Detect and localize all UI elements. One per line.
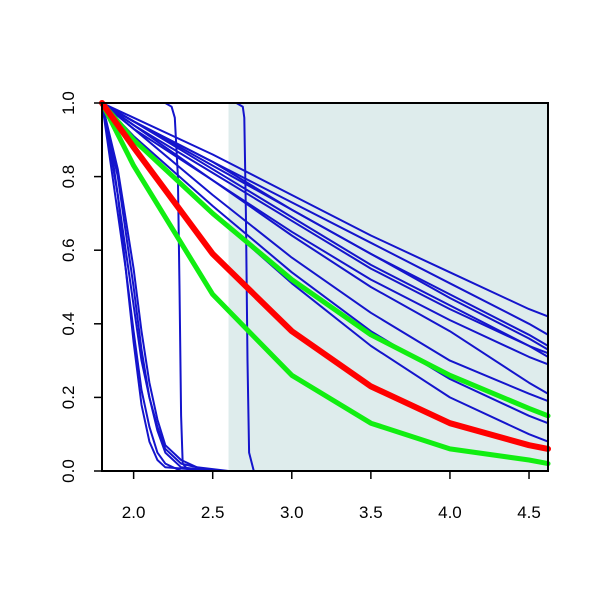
series-line-7-blue xyxy=(101,102,549,366)
y-tick-label: 1.0 xyxy=(59,91,78,115)
axis-layer xyxy=(101,102,549,472)
plot-frame xyxy=(101,102,549,472)
y-tick-label: 0.2 xyxy=(59,386,78,410)
x-tick-label: 2.0 xyxy=(122,503,146,522)
ticks-layer: 2.0 2.5 3.0 3.5 4.0 4.5 0.0 0.2 0.4 0.6 0.8 1.0 xyxy=(59,91,541,522)
series-line-6-blue xyxy=(101,102,549,355)
series-line-8-blue xyxy=(101,102,549,395)
shaded-region-layer xyxy=(228,103,548,471)
x-tick-label: 3.0 xyxy=(280,503,304,522)
series-line-19-red xyxy=(99,100,551,452)
x-tick-label: 3.5 xyxy=(359,503,383,522)
series-line-10-blue xyxy=(101,102,549,425)
series-line-9-blue xyxy=(101,102,549,403)
x-tick-label: 4.5 xyxy=(517,503,541,522)
series-line-20-green xyxy=(99,100,551,419)
y-tick-label: 0.4 xyxy=(59,312,78,336)
y-tick-label: 0.8 xyxy=(59,165,78,189)
series-line-16-blue xyxy=(101,102,549,472)
y-tick-label: 0.0 xyxy=(59,459,78,483)
series-line-5-blue xyxy=(101,102,549,351)
series-line-15-blue xyxy=(101,102,549,472)
x-tick-label: 4.0 xyxy=(438,503,462,522)
series-line-21-green xyxy=(99,100,551,467)
x-tick-label: 2.5 xyxy=(201,503,225,522)
y-tick-label: 0.6 xyxy=(59,238,78,262)
shaded-region xyxy=(228,103,548,471)
series-line-4-blue xyxy=(101,102,549,318)
